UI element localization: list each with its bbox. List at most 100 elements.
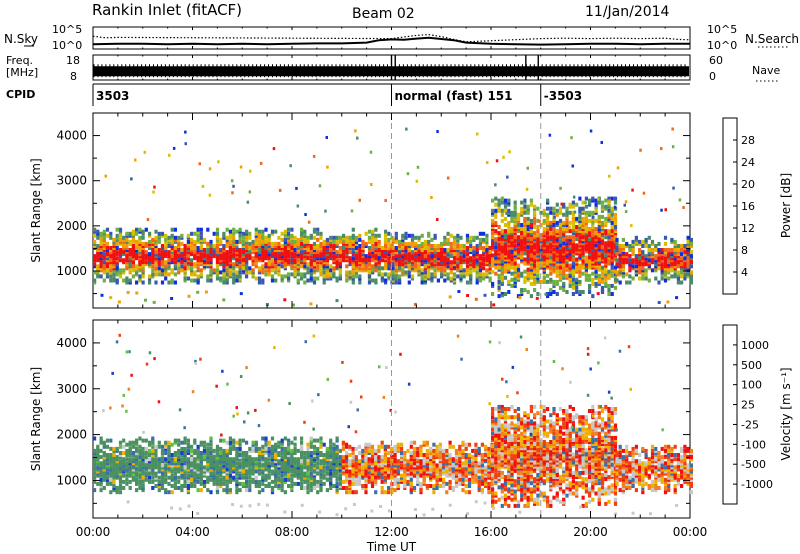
echo-cell [420,244,424,248]
echo-cell [433,272,437,277]
echo-cell [148,239,152,244]
echo-cell [482,272,486,277]
echo-cell [274,469,278,474]
echo-cell [154,484,158,488]
scatter-echo-cell [208,167,212,171]
noise-right-label: N.Search [745,32,799,46]
echo-cell [523,223,527,227]
echo-cell [452,256,457,261]
echo-cell [215,237,220,242]
echo-cell [398,278,402,283]
echo-cell [332,270,336,275]
echo-cell [290,488,294,493]
echo-cell [109,473,113,478]
echo-cell [228,490,232,495]
echo-cell [199,252,203,257]
echo-cell [283,477,287,482]
echo-cell [303,229,307,234]
echo-cell [222,477,226,482]
echo-cell [290,463,294,468]
echo-cell [452,239,457,244]
scatter-echo-cell [104,174,107,178]
echo-cell [552,247,556,252]
echo-cell [122,479,126,484]
echo-cell [377,256,381,261]
echo-cell [374,241,378,246]
echo-cell [503,229,508,234]
echo-cell [167,467,171,472]
echo-cell [193,477,197,482]
echo-cell [248,235,252,240]
echo-cell [251,463,255,468]
echo-cell [180,440,184,445]
echo-cell [118,471,123,476]
echo-cell [99,264,103,269]
echo-cell [274,484,278,488]
scatter-echo-cell [608,174,611,178]
echo-cell [167,250,171,255]
echo-cell [122,250,126,255]
echo-cell [374,262,378,267]
echo-cell [102,461,106,466]
echo-cell [274,244,278,248]
echo-cell [157,248,161,252]
echo-cell [122,258,126,263]
echo-cell [151,448,155,453]
echo-cell [283,457,287,462]
echo-cell [267,250,271,255]
echo-cell [433,264,437,269]
echo-cell [571,257,575,262]
echo-cell [306,461,310,466]
echo-cell [625,241,629,246]
echo-cell [312,227,317,232]
echo-cell [475,256,479,261]
echo-cell [654,264,658,269]
echo-cell [251,461,255,466]
echo-cell [542,275,546,280]
echo-cell [228,436,232,441]
echo-cell [267,260,271,265]
echo-cell [433,256,437,261]
scatter-echo-cell [476,132,479,136]
echo-cell [248,467,252,472]
echo-cell [160,250,165,255]
echo-cell [628,264,632,269]
echo-cell [125,231,129,236]
echo-cell [232,477,236,482]
echo-cell [157,488,161,493]
echo-cell [148,256,152,261]
echo-cell [391,270,395,275]
echo-cell [267,467,271,472]
echo-cell [536,241,540,246]
echo-cell [689,237,693,242]
echo-cell [160,268,165,273]
echo-cell [536,263,540,268]
echo-cell [507,267,511,272]
near-range-echo-cell [152,300,156,304]
scatter-echo-cell [217,160,220,164]
echo-cell [578,214,582,219]
echo-cell [644,276,648,281]
echo-cell [345,239,349,244]
echo-cell [125,463,129,468]
echo-cell [469,256,473,261]
echo-cell [558,239,563,244]
echo-cell [591,255,595,260]
echo-cell [173,250,177,255]
echo-cell [277,463,281,468]
echo-cell [510,235,514,240]
echo-cell [604,277,608,282]
echo-cell [575,243,579,248]
echo-cell [141,446,145,451]
echo-cell [449,270,453,275]
echo-cell [215,488,220,493]
echo-cell [660,248,664,252]
echo-cell [235,479,239,484]
echo-cell [148,440,152,445]
echo-cell [472,246,476,250]
echo-cell [248,241,252,246]
echo-cell [503,275,508,280]
echo-cell [105,227,110,232]
echo-cell [594,255,598,260]
echo-cell [581,261,585,266]
